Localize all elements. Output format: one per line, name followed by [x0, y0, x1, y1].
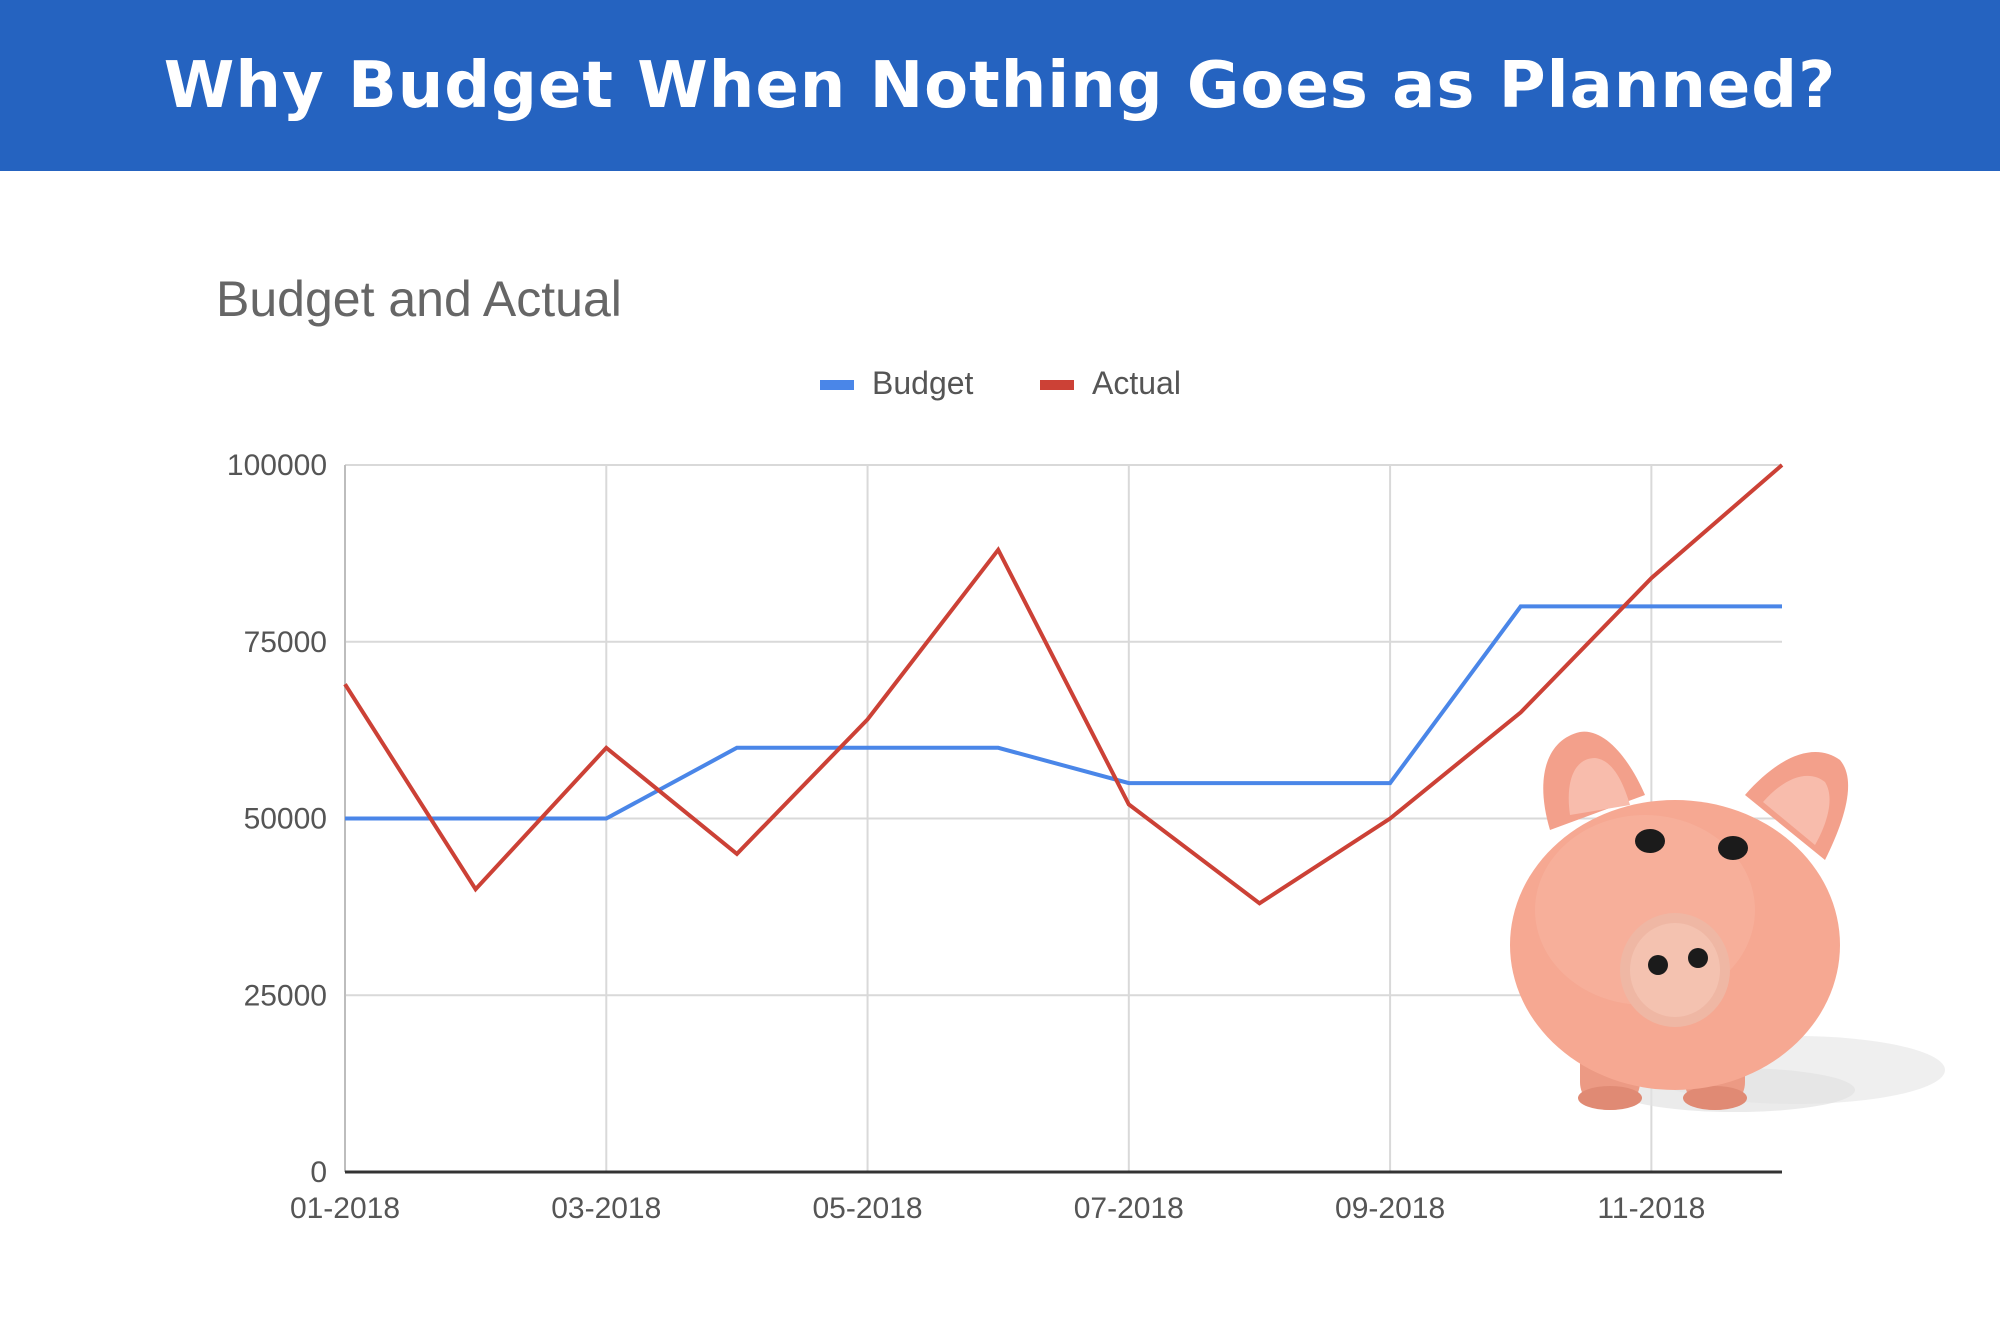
series-line-actual	[343, 463, 1784, 906]
chart-card: Budget and Actual Budget Actual 0 25000 500…	[170, 234, 1832, 1254]
piggy-bank-icon	[1510, 731, 1945, 1112]
legend-swatch-actual	[1040, 380, 1074, 390]
chart-title: Budget and Actual	[216, 271, 622, 327]
chart-axes: 0 25000 50000 75000 100000 01-2018 03-2018 05-2…	[227, 449, 1782, 1225]
y-tick-label: 100000	[227, 449, 327, 482]
y-tick-label: 25000	[244, 979, 327, 1012]
legend-label-actual: Actual	[1092, 365, 1181, 401]
y-tick-label: 0	[310, 1156, 327, 1189]
y-tick-label: 75000	[244, 626, 327, 659]
legend-swatch-budget	[820, 380, 854, 390]
legend-label-budget: Budget	[872, 365, 974, 401]
x-tick-label: 07-2018	[1074, 1192, 1184, 1225]
y-tick-label: 50000	[244, 803, 327, 836]
chart-series	[343, 463, 1784, 906]
x-tick-label: 03-2018	[551, 1192, 661, 1225]
x-tick-label: 09-2018	[1335, 1192, 1445, 1225]
x-tick-label: 11-2018	[1597, 1192, 1705, 1225]
x-tick-label: 01-2018	[290, 1192, 400, 1225]
chart-legend: Budget Actual	[820, 365, 1181, 401]
title-banner: Why Budget When Nothing Goes as Planned?	[0, 0, 2000, 171]
banner-title: Why Budget When Nothing Goes as Planned?	[163, 48, 1837, 123]
series-line-budget	[345, 604, 1782, 821]
x-tick-label: 05-2018	[812, 1192, 922, 1225]
